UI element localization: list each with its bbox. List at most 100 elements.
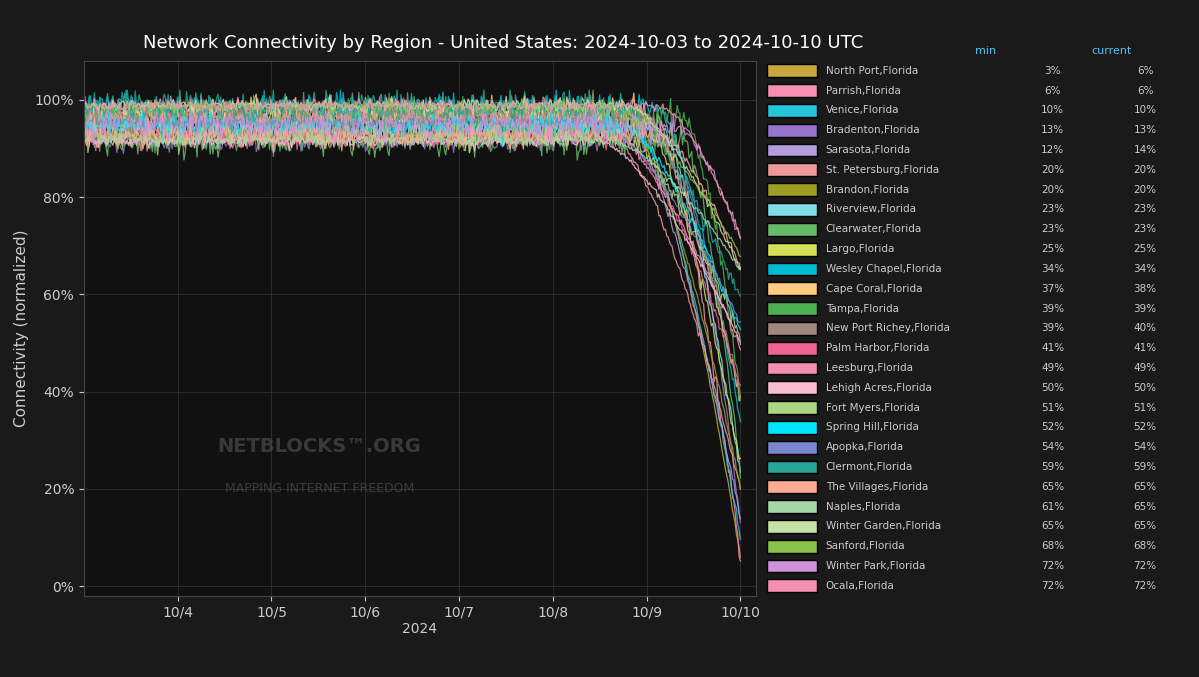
FancyBboxPatch shape — [767, 144, 818, 156]
FancyBboxPatch shape — [767, 163, 818, 176]
FancyBboxPatch shape — [767, 302, 818, 315]
Text: 39%: 39% — [1041, 303, 1065, 313]
Text: 50%: 50% — [1041, 383, 1064, 393]
FancyBboxPatch shape — [767, 282, 818, 295]
Text: 6%: 6% — [1137, 66, 1153, 76]
Text: 41%: 41% — [1041, 343, 1065, 353]
FancyBboxPatch shape — [767, 104, 818, 117]
Text: 72%: 72% — [1133, 581, 1157, 591]
Text: 34%: 34% — [1133, 264, 1157, 274]
FancyBboxPatch shape — [767, 322, 818, 334]
Text: 65%: 65% — [1041, 521, 1065, 531]
FancyBboxPatch shape — [767, 64, 818, 77]
Text: Bradenton,Florida: Bradenton,Florida — [826, 125, 920, 135]
Text: 61%: 61% — [1041, 502, 1065, 512]
X-axis label: 2024: 2024 — [403, 622, 438, 636]
Text: 10%: 10% — [1133, 106, 1157, 116]
Text: 52%: 52% — [1133, 422, 1157, 433]
Text: 65%: 65% — [1133, 502, 1157, 512]
Text: New Port Richey,Florida: New Port Richey,Florida — [826, 324, 950, 333]
Text: 72%: 72% — [1133, 561, 1157, 571]
Text: St. Petersburg,Florida: St. Petersburg,Florida — [826, 165, 939, 175]
Text: Clermont,Florida: Clermont,Florida — [826, 462, 912, 472]
FancyBboxPatch shape — [767, 421, 818, 434]
Text: MAPPING INTERNET FREEDOM: MAPPING INTERNET FREEDOM — [224, 482, 414, 496]
Text: 20%: 20% — [1133, 165, 1157, 175]
FancyBboxPatch shape — [767, 540, 818, 552]
Text: Ocala,Florida: Ocala,Florida — [826, 581, 894, 591]
FancyBboxPatch shape — [767, 401, 818, 414]
Text: North Port,Florida: North Port,Florida — [826, 66, 918, 76]
Text: 25%: 25% — [1041, 244, 1065, 254]
FancyBboxPatch shape — [767, 203, 818, 216]
Text: Fort Myers,Florida: Fort Myers,Florida — [826, 403, 920, 412]
Text: 12%: 12% — [1041, 145, 1065, 155]
Text: 40%: 40% — [1133, 324, 1157, 333]
Y-axis label: Connectivity (normalized): Connectivity (normalized) — [14, 230, 29, 427]
FancyBboxPatch shape — [767, 84, 818, 97]
FancyBboxPatch shape — [767, 381, 818, 394]
Text: Brandon,Florida: Brandon,Florida — [826, 185, 909, 195]
Text: 65%: 65% — [1041, 482, 1065, 492]
Text: Venice,Florida: Venice,Florida — [826, 106, 899, 116]
Text: Cape Coral,Florida: Cape Coral,Florida — [826, 284, 922, 294]
FancyBboxPatch shape — [767, 441, 818, 454]
FancyBboxPatch shape — [767, 242, 818, 255]
Text: 20%: 20% — [1041, 185, 1064, 195]
Text: Riverview,Florida: Riverview,Florida — [826, 204, 916, 215]
FancyBboxPatch shape — [767, 580, 818, 592]
Text: 3%: 3% — [1044, 66, 1061, 76]
FancyBboxPatch shape — [767, 362, 818, 374]
Text: 23%: 23% — [1133, 224, 1157, 234]
Text: 68%: 68% — [1133, 541, 1157, 551]
Text: 6%: 6% — [1137, 86, 1153, 95]
Text: 65%: 65% — [1133, 521, 1157, 531]
Text: NETBLOCKS™.ORG: NETBLOCKS™.ORG — [217, 437, 421, 456]
FancyBboxPatch shape — [767, 124, 818, 137]
FancyBboxPatch shape — [767, 500, 818, 513]
Text: 23%: 23% — [1133, 204, 1157, 215]
Text: 59%: 59% — [1133, 462, 1157, 472]
Text: Largo,Florida: Largo,Florida — [826, 244, 894, 254]
Text: 34%: 34% — [1041, 264, 1065, 274]
Text: Wesley Chapel,Florida: Wesley Chapel,Florida — [826, 264, 941, 274]
Text: 13%: 13% — [1133, 125, 1157, 135]
FancyBboxPatch shape — [767, 481, 818, 494]
Text: 23%: 23% — [1041, 204, 1065, 215]
Text: Network Connectivity by Region - United States: 2024-10-03 to 2024-10-10 UTC: Network Connectivity by Region - United … — [144, 34, 863, 52]
Text: Apopka,Florida: Apopka,Florida — [826, 442, 904, 452]
Text: 10%: 10% — [1041, 106, 1064, 116]
FancyBboxPatch shape — [767, 342, 818, 355]
Text: 25%: 25% — [1133, 244, 1157, 254]
Text: 49%: 49% — [1133, 363, 1157, 373]
Text: Winter Park,Florida: Winter Park,Florida — [826, 561, 926, 571]
Text: Palm Harbor,Florida: Palm Harbor,Florida — [826, 343, 929, 353]
Text: Lehigh Acres,Florida: Lehigh Acres,Florida — [826, 383, 932, 393]
FancyBboxPatch shape — [767, 460, 818, 473]
Text: 49%: 49% — [1041, 363, 1065, 373]
Text: 52%: 52% — [1041, 422, 1065, 433]
Text: 20%: 20% — [1041, 165, 1064, 175]
Text: Naples,Florida: Naples,Florida — [826, 502, 900, 512]
Text: Leesburg,Florida: Leesburg,Florida — [826, 363, 912, 373]
FancyBboxPatch shape — [767, 183, 818, 196]
Text: 51%: 51% — [1133, 403, 1157, 412]
Text: Parrish,Florida: Parrish,Florida — [826, 86, 900, 95]
Text: 54%: 54% — [1133, 442, 1157, 452]
Text: Clearwater,Florida: Clearwater,Florida — [826, 224, 922, 234]
Text: 39%: 39% — [1041, 324, 1065, 333]
Text: 41%: 41% — [1133, 343, 1157, 353]
Text: 72%: 72% — [1041, 561, 1065, 571]
Text: Tampa,Florida: Tampa,Florida — [826, 303, 899, 313]
Text: 50%: 50% — [1133, 383, 1157, 393]
Text: min: min — [975, 45, 996, 56]
Text: 37%: 37% — [1041, 284, 1065, 294]
Text: 20%: 20% — [1133, 185, 1157, 195]
Text: The Villages,Florida: The Villages,Florida — [826, 482, 928, 492]
FancyBboxPatch shape — [767, 263, 818, 276]
Text: 59%: 59% — [1041, 462, 1065, 472]
Text: 39%: 39% — [1133, 303, 1157, 313]
Text: 6%: 6% — [1044, 86, 1061, 95]
Text: 72%: 72% — [1041, 581, 1065, 591]
Text: 13%: 13% — [1041, 125, 1065, 135]
